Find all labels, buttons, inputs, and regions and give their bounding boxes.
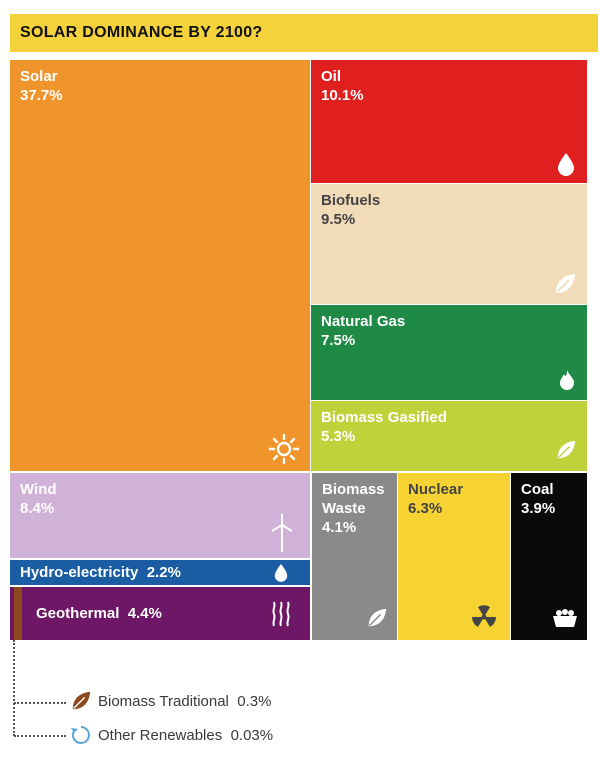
natural-gas-label: Natural Gas 7.5% <box>321 312 405 350</box>
nuclear-label: Nuclear 6.3% <box>408 480 463 518</box>
tile-biofuels: Biofuels 9.5% <box>311 184 587 304</box>
oil-value: 10.1% <box>321 87 364 104</box>
solar-value: 37.7% <box>20 87 63 104</box>
hydro-name: Hydro-electricity <box>20 564 139 581</box>
leaf-brown-icon <box>72 691 91 710</box>
tile-geothermal: Geothermal 4.4% <box>10 587 310 640</box>
nuclear-value: 6.3% <box>408 500 443 517</box>
tile-coal: Coal 3.9% <box>511 473 587 640</box>
leaf-icon <box>368 608 387 627</box>
radiation-icon <box>472 605 496 627</box>
tile-wind: Wind 8.4% <box>10 473 310 558</box>
cycle-icon <box>71 726 90 744</box>
biomass-traditional-sliver <box>14 587 22 640</box>
wind-label: Wind 8.4% <box>20 480 57 518</box>
biomass-gasified-name: Biomass Gasified <box>321 409 447 426</box>
chart-title: SOLAR DOMINANCE BY 2100? <box>20 24 263 41</box>
oil-drop-icon <box>558 153 574 176</box>
leader-line-vertical <box>13 640 15 736</box>
biomass-gasified-value: 5.3% <box>321 428 356 445</box>
tile-solar: Solar 37.7% <box>10 60 310 471</box>
wind-turbine-icon <box>271 514 293 552</box>
coal-name: Coal <box>521 481 554 498</box>
hydro-value: 2.2% <box>146 564 181 581</box>
hydro-label: Hydro-electricity 2.2% <box>20 564 181 581</box>
tile-hydro: Hydro-electricity 2.2% <box>10 560 310 585</box>
geothermal-value: 4.4% <box>127 605 162 622</box>
natural-gas-name: Natural Gas <box>321 313 406 330</box>
leader-line-biomass-traditional <box>14 702 66 704</box>
leaf-icon <box>556 274 575 293</box>
sun-icon <box>268 433 300 465</box>
tile-nuclear: Nuclear 6.3% <box>398 473 510 640</box>
oil-label: Oil 10.1% <box>321 67 364 105</box>
coal-cart-icon <box>553 609 577 627</box>
tile-natural-gas: Natural Gas 7.5% <box>311 305 587 400</box>
biomass-traditional-name: Biomass Traditional <box>98 693 229 710</box>
coal-label: Coal 3.9% <box>521 480 555 518</box>
title-bar: SOLAR DOMINANCE BY 2100? <box>10 14 598 52</box>
geothermal-label: Geothermal 4.4% <box>36 605 162 622</box>
natural-gas-value: 7.5% <box>321 332 356 349</box>
solar-name: Solar <box>20 68 58 85</box>
biomass-gasified-label: Biomass Gasified 5.3% <box>321 408 447 446</box>
biofuels-value: 9.5% <box>321 211 356 228</box>
water-drop-icon <box>274 563 288 582</box>
leaf-icon <box>557 440 576 459</box>
biofuels-label: Biofuels 9.5% <box>321 191 380 229</box>
tile-biomass-gasified: Biomass Gasified 5.3% <box>311 401 587 471</box>
coal-value: 3.9% <box>521 500 556 517</box>
wind-name: Wind <box>20 481 57 498</box>
biomass-waste-name-line1: Biomass <box>322 481 385 498</box>
tile-oil: Oil 10.1% <box>311 60 587 183</box>
nuclear-name: Nuclear <box>408 481 464 498</box>
tile-biomass-waste: Biomass Waste 4.1% <box>312 473 397 640</box>
oil-name: Oil <box>321 68 342 85</box>
biofuels-name: Biofuels <box>321 192 381 209</box>
biomass-waste-label: Biomass Waste 4.1% <box>322 480 385 537</box>
biomass-traditional-value: 0.3% <box>237 693 272 710</box>
geothermal-name: Geothermal <box>36 605 120 622</box>
biomass-waste-name-line2: Waste <box>322 500 366 517</box>
other-renewables-name: Other Renewables <box>98 727 223 744</box>
leader-line-other-renewables <box>14 735 66 737</box>
other-renewables-value: 0.03% <box>230 727 274 744</box>
wind-value: 8.4% <box>20 500 55 517</box>
legend-biomass-traditional: Biomass Traditional 0.3% <box>98 693 271 710</box>
flame-icon <box>560 370 574 390</box>
solar-label: Solar 37.7% <box>20 67 63 105</box>
biomass-waste-value: 4.1% <box>322 519 357 536</box>
legend-other-renewables: Other Renewables 0.03% <box>98 727 273 744</box>
heat-icon <box>272 601 290 627</box>
